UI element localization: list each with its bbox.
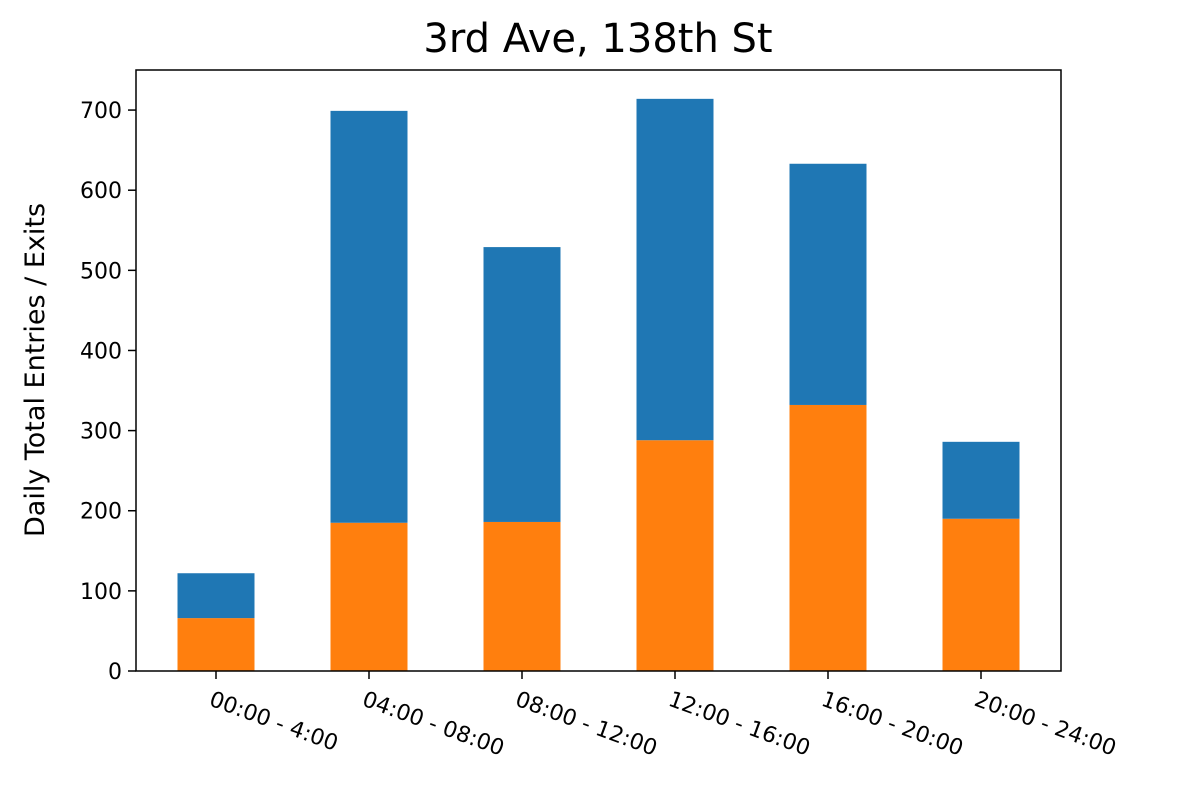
bar-series1-1 bbox=[330, 522, 408, 671]
x-tick-label: 00:00 - 4:00 bbox=[206, 687, 341, 757]
y-axis-ticks: 0 100 200 300 400 500 600 700 bbox=[80, 99, 136, 685]
y-tick-label: 0 bbox=[108, 660, 122, 685]
bar-series1-2 bbox=[483, 521, 561, 671]
plot-frame bbox=[135, 69, 1062, 672]
x-tick-label: 20:00 - 24:00 bbox=[971, 687, 1119, 761]
y-tick-label: 100 bbox=[80, 580, 122, 605]
y-axis-label: Daily Total Entries / Exits bbox=[20, 203, 51, 537]
bar-series2-2 bbox=[483, 247, 561, 522]
bars bbox=[177, 98, 1020, 671]
bar-series2-1 bbox=[330, 110, 408, 523]
y-tick-label: 200 bbox=[80, 500, 122, 525]
bar-series2-5 bbox=[942, 441, 1020, 519]
y-tick-label: 400 bbox=[80, 339, 122, 364]
bar-series2-3 bbox=[636, 98, 714, 441]
x-tick-label: 12:00 - 16:00 bbox=[665, 687, 813, 761]
bar-series1-4 bbox=[789, 404, 867, 671]
bar-series1-0 bbox=[177, 618, 255, 671]
x-tick-label: 04:00 - 08:00 bbox=[359, 687, 507, 761]
y-tick-label: 700 bbox=[80, 99, 122, 124]
x-axis-ticks: 00:00 - 4:00 04:00 - 08:00 08:00 - 12:00 12… bbox=[206, 671, 1119, 762]
bar-series1-3 bbox=[636, 440, 714, 671]
y-tick-label: 300 bbox=[80, 420, 122, 445]
bar-series2-0 bbox=[177, 573, 255, 619]
y-tick-label: 500 bbox=[80, 259, 122, 284]
bar-series2-4 bbox=[789, 163, 867, 405]
y-tick-label: 600 bbox=[80, 179, 122, 204]
x-tick-label: 08:00 - 12:00 bbox=[512, 687, 660, 761]
x-tick-label: 16:00 - 20:00 bbox=[818, 687, 966, 761]
chart-title: 3rd Ave, 138th St bbox=[423, 16, 772, 62]
bar-series1-5 bbox=[942, 518, 1020, 671]
